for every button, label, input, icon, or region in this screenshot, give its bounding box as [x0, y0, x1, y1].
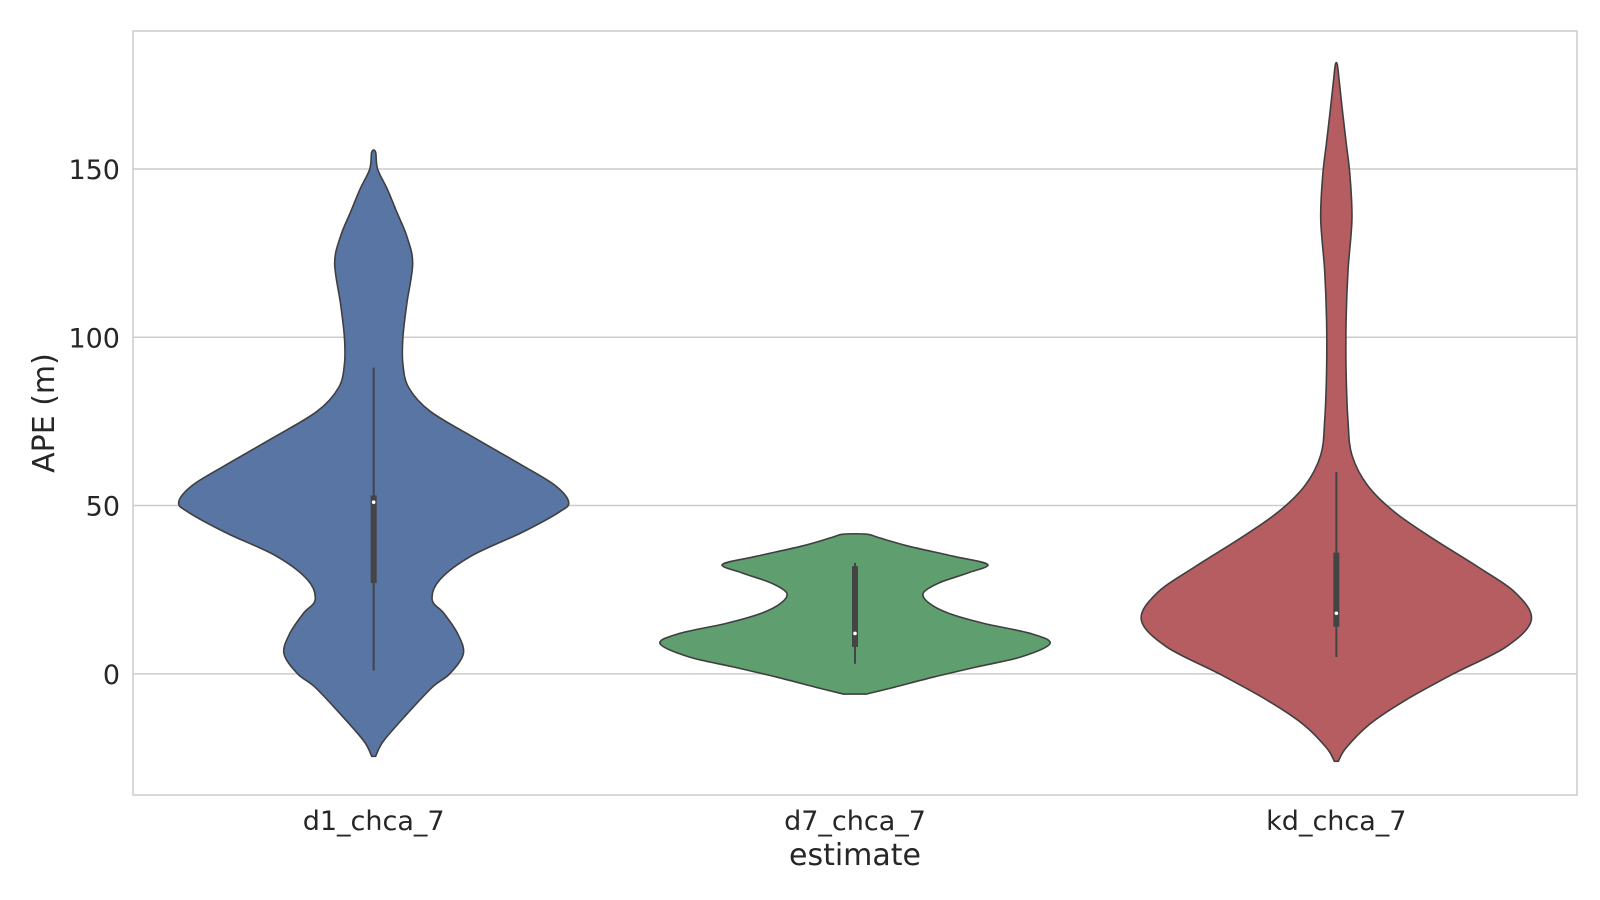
- median-d1_chca_7: [371, 500, 376, 504]
- y-tick-label: 150: [68, 155, 120, 186]
- y-tick-label: 0: [103, 660, 120, 691]
- inner-boxes: [370, 367, 1340, 671]
- x-tick-labels: d1_chca_7 d7_chca_7 kd_chca_7: [303, 806, 1407, 837]
- y-axis-label: APE (m): [27, 353, 62, 473]
- plot-frame: [132, 30, 1578, 796]
- violin-kd_chca_7: [1140, 61, 1533, 763]
- y-tick-label: 100: [68, 323, 120, 354]
- x-tick-label: d1_chca_7: [303, 806, 445, 837]
- x-tick-label: d7_chca_7: [784, 806, 926, 837]
- y-tick-labels: 0 50 100 150: [68, 155, 120, 691]
- x-axis-label: estimate: [789, 838, 921, 873]
- median-d7_chca_7: [853, 631, 857, 636]
- median-kd_chca_7: [1334, 611, 1339, 616]
- x-tick-label: kd_chca_7: [1266, 806, 1406, 837]
- y-tick-label: 50: [86, 492, 120, 523]
